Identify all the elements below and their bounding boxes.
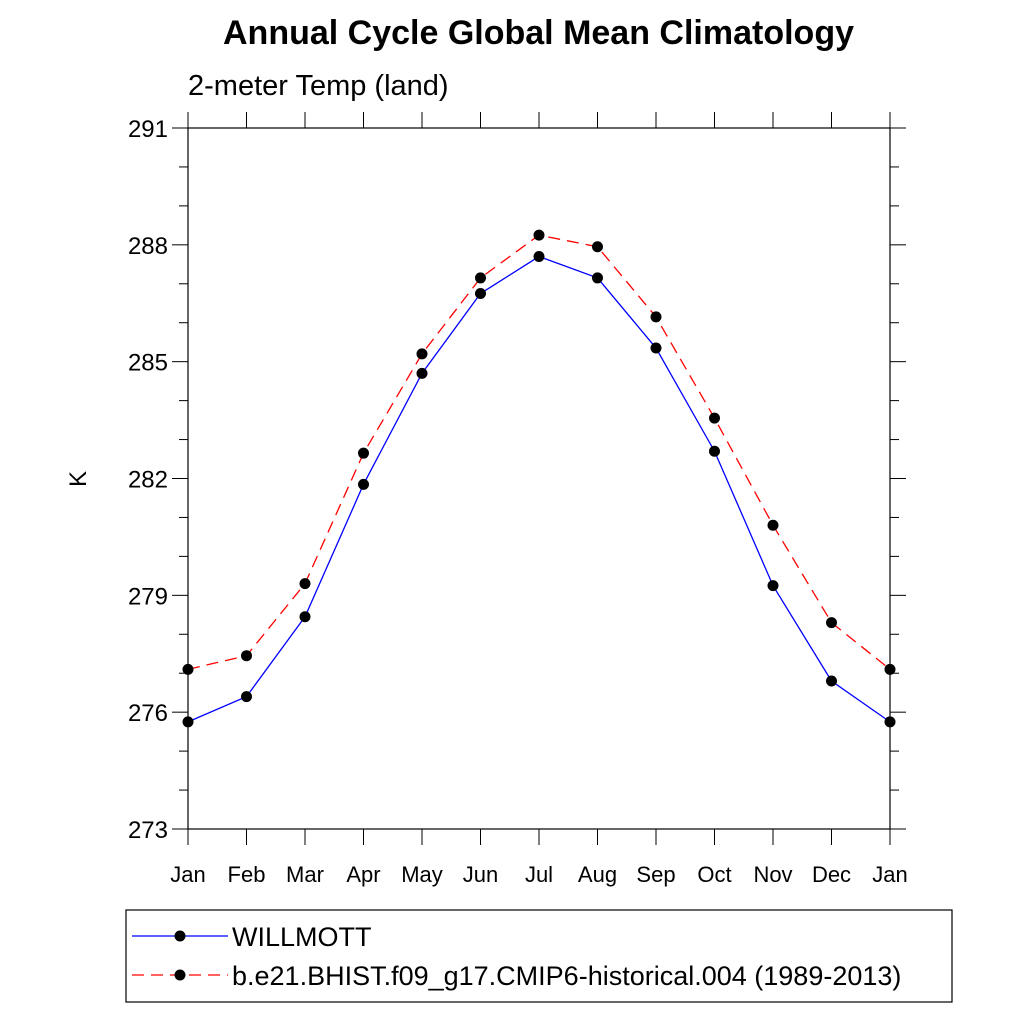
legend-marker xyxy=(174,969,186,981)
data-point xyxy=(299,578,311,590)
x-tick-label: Mar xyxy=(286,862,324,887)
y-tick-label: 279 xyxy=(128,583,168,610)
data-point xyxy=(592,241,603,253)
y-tick-label: 285 xyxy=(128,350,168,377)
y-tick-label: 291 xyxy=(128,116,168,143)
data-point xyxy=(592,272,603,284)
series-layer xyxy=(182,229,896,728)
y-axis-label: K xyxy=(65,471,92,487)
chart-title: Annual Cycle Global Mean Climatology xyxy=(223,14,854,52)
legend-box xyxy=(125,909,953,1003)
legend-item-1: WILLMOTT xyxy=(132,922,372,952)
x-tick-label: Feb xyxy=(228,862,266,887)
data-point xyxy=(767,519,779,531)
data-point xyxy=(358,478,369,490)
data-point xyxy=(650,342,662,354)
data-point xyxy=(767,580,779,592)
x-tick-label: Jun xyxy=(463,862,498,887)
data-point xyxy=(826,675,837,687)
data-point xyxy=(241,691,252,703)
y-tick-label: 276 xyxy=(128,700,168,727)
legend-marker xyxy=(174,930,186,942)
x-tick-label: Jan xyxy=(872,862,907,887)
x-tick-label: Aug xyxy=(578,862,617,887)
data-point xyxy=(709,412,720,424)
data-point xyxy=(533,251,545,263)
axes-layer xyxy=(172,112,906,845)
series-line xyxy=(187,255,891,723)
legend: WILLMOTT b.e21.BHIST.f09_g17.CMIP6-histor… xyxy=(125,909,953,1003)
legend-item-2: b.e21.BHIST.f09_g17.CMIP6-historical.004… xyxy=(132,961,901,991)
data-point xyxy=(416,348,428,360)
data-point xyxy=(884,716,896,728)
x-tick-label: Sep xyxy=(636,862,675,887)
y-tick-label: 282 xyxy=(128,467,168,494)
y-tick-label: 273 xyxy=(128,817,168,844)
x-tick-label: Jan xyxy=(170,862,205,887)
data-point xyxy=(475,288,486,300)
data-point xyxy=(416,367,428,379)
legend-label: b.e21.BHIST.f09_g17.CMIP6-historical.004… xyxy=(232,961,901,991)
data-point xyxy=(182,663,194,675)
data-point xyxy=(533,229,545,241)
data-point xyxy=(475,272,486,284)
data-point xyxy=(358,447,369,459)
data-point xyxy=(182,716,194,728)
data-point xyxy=(884,663,896,675)
legend-items: WILLMOTT b.e21.BHIST.f09_g17.CMIP6-histor… xyxy=(132,922,901,991)
x-tick-label: Apr xyxy=(346,862,380,887)
series-1 xyxy=(182,251,896,728)
x-tick-label: Jul xyxy=(525,862,553,887)
x-tick-labels: Jan Feb Mar Apr May Jun Jul Aug Sep Oct Nov Dec Jan xyxy=(170,862,907,887)
legend-label: WILLMOTT xyxy=(232,922,372,952)
x-tick-label: Dec xyxy=(812,862,851,887)
chart-subtitle: 2-meter Temp (land) xyxy=(188,70,449,102)
y-tick-labels: 273 276 279 282 285 288 291 xyxy=(128,116,168,844)
data-point xyxy=(241,650,252,662)
y-tick-label: 288 xyxy=(128,233,168,260)
x-tick-label: May xyxy=(401,862,443,887)
x-tick-label: Oct xyxy=(697,862,731,887)
series-2 xyxy=(182,229,896,675)
data-point xyxy=(826,617,837,629)
x-tick-label: Nov xyxy=(753,862,792,887)
data-point xyxy=(299,611,311,623)
data-point xyxy=(650,311,662,323)
data-point xyxy=(709,445,720,457)
